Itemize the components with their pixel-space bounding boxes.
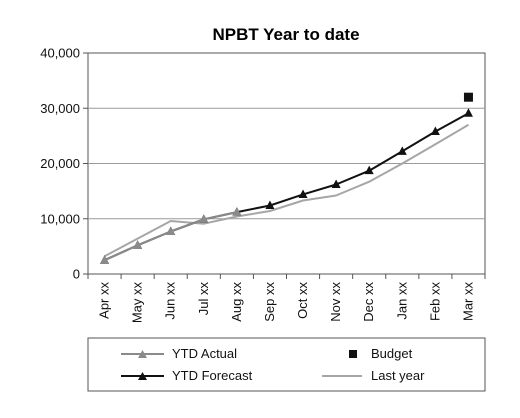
legend: YTD Actual YTD Forecast Budget Last year [87, 337, 486, 392]
data-point-ytd-actual [199, 214, 209, 223]
x-axis: Apr xx May xx Jun xx Jul xx Aug xx Sep xx Oct … [87, 274, 486, 324]
x-tick-label: Feb xx [427, 282, 442, 322]
x-tick-label: Apr xx [97, 282, 112, 319]
x-tick-label: Jun xx [163, 282, 178, 320]
x-tick-label: Sep xx [262, 282, 277, 322]
data-point-budget [463, 92, 473, 102]
legend-ytd-forecast-label: YTD Forecast [172, 368, 253, 383]
x-tick-label: Oct xx [295, 282, 310, 319]
data-point-ytd-forecast [397, 146, 407, 155]
x-tick-label: Mar xx [460, 282, 475, 322]
data-point-ytd-actual [166, 226, 176, 235]
data-point-ytd-actual [133, 240, 143, 249]
y-tick-label: 0 [73, 267, 80, 282]
legend-ytd-actual-marker [138, 350, 147, 358]
y-tick-label: 20,000 [40, 156, 80, 171]
x-tick-label: Jan xx [394, 282, 409, 320]
x-tick-label: May xx [130, 282, 145, 324]
legend-item-ytd-forecast: YTD Forecast [121, 368, 253, 383]
data-point-ytd-forecast [430, 126, 440, 135]
y-tick-label: 40,000 [40, 46, 80, 61]
legend-ytd-actual-label: YTD Actual [172, 346, 237, 361]
x-tick-label: Dec xx [361, 282, 376, 322]
legend-last-year-label: Last year [371, 368, 425, 383]
series-line-last-year [104, 123, 470, 258]
data-point-ytd-forecast [331, 179, 341, 188]
data-point-ytd-actual [100, 255, 110, 264]
data-point-ytd-forecast [463, 108, 473, 117]
legend-ytd-forecast-marker [138, 372, 147, 380]
y-tick-label: 10,000 [40, 211, 80, 226]
data-point-ytd-forecast [265, 200, 275, 209]
y-tick-label: 30,000 [40, 101, 80, 116]
legend-item-ytd-actual: YTD Actual [121, 346, 237, 361]
legend-box [87, 337, 486, 392]
data-point-ytd-forecast [364, 165, 374, 175]
series-group [100, 92, 473, 264]
data-point-ytd-forecast [298, 189, 308, 198]
data-point-ytd-actual [232, 207, 242, 216]
legend-budget-marker [349, 350, 357, 358]
x-tick-label: Jul xx [196, 282, 211, 316]
grid-lines [88, 107, 485, 220]
x-tick-label: Nov xx [328, 282, 343, 322]
legend-item-last-year: Last year [322, 368, 425, 383]
x-tick-label: Aug xx [229, 282, 244, 322]
legend-budget-label: Budget [371, 346, 413, 361]
legend-item-budget: Budget [349, 346, 413, 361]
chart-title: NPBT Year to date [212, 25, 359, 44]
y-axis: 0 10,000 20,000 30,000 40,000 [40, 46, 88, 282]
